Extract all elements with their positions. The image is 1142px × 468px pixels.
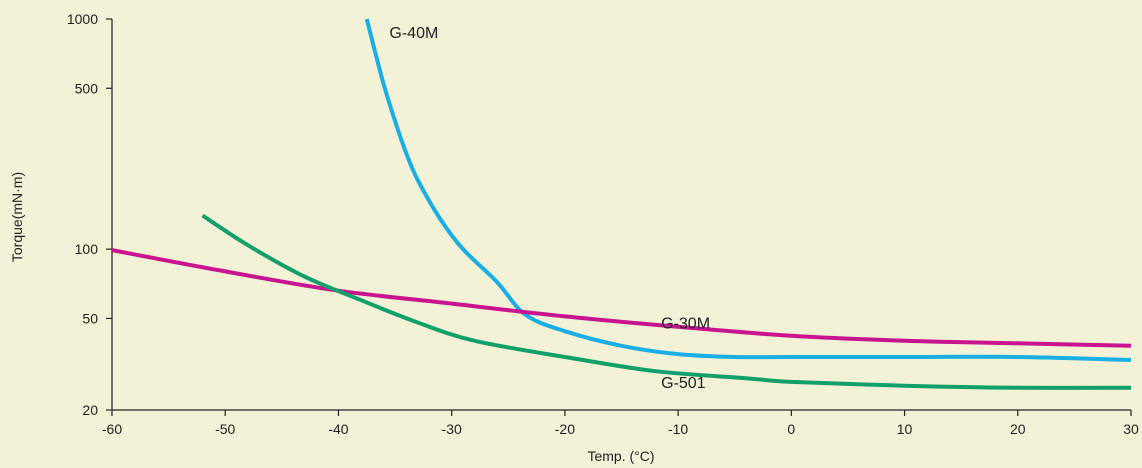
x-axis-title: Temp. (°C) bbox=[587, 448, 654, 464]
series-label-g-501: G-501 bbox=[661, 375, 706, 392]
series-label-g-30m: G-30M bbox=[661, 315, 710, 332]
series-label-g-40m: G-40M bbox=[389, 25, 438, 42]
series-curves bbox=[111, 18, 1132, 390]
axes: -60 -50 -40 -30 -20 -10 0 10 20 30 20 50 100 500 1000 bbox=[67, 11, 1139, 437]
x-tick-label: 20 bbox=[1010, 421, 1026, 437]
x-tick-label: 30 bbox=[1123, 421, 1139, 437]
x-tick-label: -20 bbox=[555, 421, 575, 437]
series-line-g-501 bbox=[201, 213, 1132, 390]
x-tick-label: 0 bbox=[787, 421, 795, 437]
y-tick-label: 500 bbox=[75, 80, 99, 96]
x-tick-label: -40 bbox=[328, 421, 348, 437]
series-labels: G-40M G-30M G-501 bbox=[389, 25, 710, 392]
y-tick-label: 1000 bbox=[67, 11, 98, 27]
x-tick-label: -10 bbox=[668, 421, 688, 437]
y-tick-label: 50 bbox=[82, 310, 98, 326]
x-tick-label: -60 bbox=[102, 421, 122, 437]
series-line-g-30m bbox=[111, 248, 1132, 348]
series-line-g-40m bbox=[364, 18, 1132, 362]
x-tick-label: 10 bbox=[897, 421, 913, 437]
x-tick-label: -30 bbox=[442, 421, 462, 437]
y-axis-title: Torque(mN·m) bbox=[9, 172, 25, 262]
x-tick-label: -50 bbox=[215, 421, 235, 437]
y-tick-label: 100 bbox=[75, 241, 99, 257]
y-tick-label: 20 bbox=[82, 402, 98, 418]
